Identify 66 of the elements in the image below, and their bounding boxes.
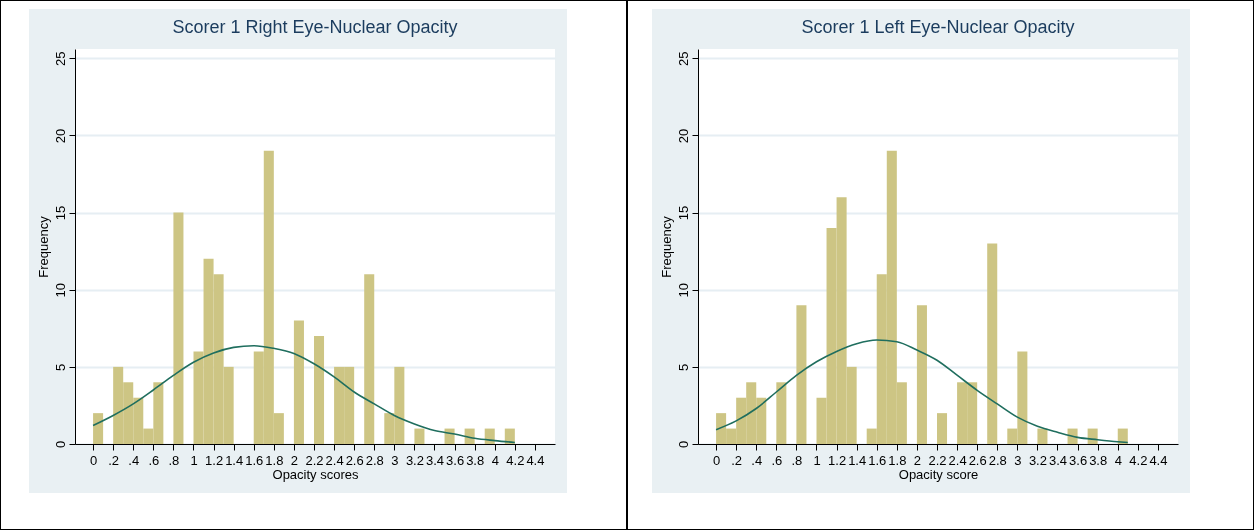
x-tick-label: 1.4 xyxy=(848,452,867,468)
x-tick-label: 3.8 xyxy=(466,452,485,468)
x-tick-label: 3.4 xyxy=(425,452,445,468)
x-axis-title: Opacity score xyxy=(898,466,979,482)
x-tick-label: .2 xyxy=(731,452,743,468)
x-tick-label: 3.2 xyxy=(405,452,424,468)
x-tick-label: 2 xyxy=(290,452,299,468)
y-axis-title: Frequency xyxy=(35,215,51,278)
x-tick-label: 1.8 xyxy=(265,452,284,468)
line-series xyxy=(92,344,516,444)
y-tick-label: 20 xyxy=(675,128,691,144)
x-tick-label: 1 xyxy=(813,452,821,468)
chart-title: Scorer 1 Left Eye-Nuclear Opacity xyxy=(801,17,1075,37)
y-tick-label: 0 xyxy=(675,440,691,449)
x-tick-label: 2.6 xyxy=(345,452,364,468)
x-tick-label: 2.8 xyxy=(988,452,1007,468)
x-tick-label: 2.2 xyxy=(928,452,947,468)
x-axis-title: Opacity scores xyxy=(272,466,359,482)
x-tick-label: 1.2 xyxy=(828,452,847,468)
x-tick-label: 4.4 xyxy=(526,452,545,468)
x-tick-label: 3 xyxy=(1014,452,1022,468)
x-tick-label: 1.8 xyxy=(888,452,907,468)
x-tick-label: 1.6 xyxy=(868,452,887,468)
x-tick-label: 1.6 xyxy=(245,452,264,468)
x-tick-label: 2.6 xyxy=(968,452,987,468)
y-axis-title: Frequency xyxy=(658,215,674,278)
y-tick-label: 15 xyxy=(675,205,691,221)
x-tick-label: 0 xyxy=(712,452,721,468)
x-tick-label: 2 xyxy=(913,452,922,468)
x-tick-label: 3.6 xyxy=(446,452,465,468)
x-tick-label: 3 xyxy=(391,452,399,468)
x-tick-label: 4.2 xyxy=(506,452,525,468)
x-tick-label: 4 xyxy=(491,452,499,468)
y-tick-label: 5 xyxy=(675,363,691,371)
y-tick-label: 15 xyxy=(52,205,68,221)
y-tick-label: 0 xyxy=(52,440,68,449)
y-tick-label: 25 xyxy=(675,51,691,66)
x-tick-label: 3.4 xyxy=(1048,452,1068,468)
x-tick-label: 3.6 xyxy=(1069,452,1088,468)
x-tick-label: 1.4 xyxy=(225,452,244,468)
x-tick-label: 4 xyxy=(1114,452,1122,468)
x-tick-label: .8 xyxy=(791,452,803,468)
x-tick-label: 2.8 xyxy=(365,452,384,468)
y-tick-label: 25 xyxy=(52,51,68,66)
x-tick-label: 0 xyxy=(89,452,98,468)
x-tick-label: .6 xyxy=(771,452,783,468)
x-tick-label: .4 xyxy=(128,452,140,468)
x-tick-label: .2 xyxy=(108,452,120,468)
x-tick-label: 2.4 xyxy=(325,452,344,468)
y-tick-label: 20 xyxy=(52,128,68,144)
x-tick-label: .6 xyxy=(148,452,160,468)
x-tick-label: 4.4 xyxy=(1149,452,1168,468)
x-tick-label: .8 xyxy=(168,452,180,468)
x-tick-label: 1 xyxy=(190,452,198,468)
chart-title: Scorer 1 Right Eye-Nuclear Opacity xyxy=(172,17,458,37)
x-tick-label: 4.2 xyxy=(1129,452,1148,468)
x-tick-label: 3.2 xyxy=(1028,452,1047,468)
y-tick-label: 10 xyxy=(52,282,68,298)
x-tick-label: 1.2 xyxy=(205,452,224,468)
y-tick-label: 10 xyxy=(675,282,691,298)
line-series xyxy=(715,339,1129,444)
y-tick-label: 5 xyxy=(52,363,68,371)
x-tick-label: .4 xyxy=(751,452,763,468)
x-tick-label: 2.4 xyxy=(948,452,967,468)
x-tick-label: 2.2 xyxy=(305,452,324,468)
x-tick-label: 3.8 xyxy=(1089,452,1108,468)
